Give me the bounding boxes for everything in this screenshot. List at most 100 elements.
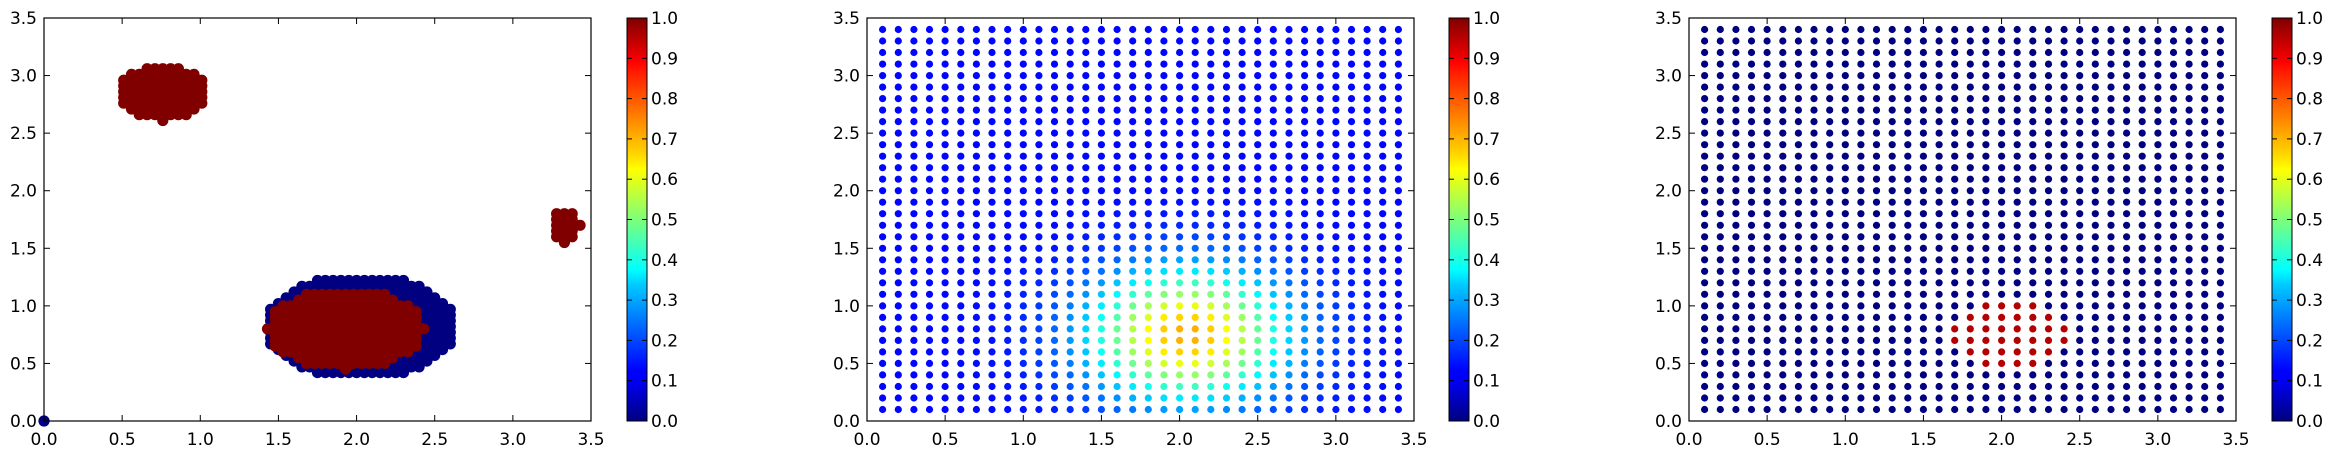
data-point — [1873, 61, 1880, 68]
data-point — [1764, 164, 1771, 171]
data-point — [2014, 314, 2021, 321]
data-point — [2092, 314, 2099, 321]
data-point — [1176, 26, 1183, 33]
data-point — [1082, 141, 1089, 148]
data-point — [1098, 130, 1105, 137]
data-point — [1795, 371, 1802, 378]
data-point — [1223, 210, 1230, 217]
data-point — [1082, 325, 1089, 332]
data-point — [1285, 84, 1292, 91]
data-point — [2139, 383, 2146, 390]
data-point — [1270, 72, 1277, 79]
data-point — [1998, 256, 2005, 263]
data-point — [2076, 107, 2083, 114]
data-point — [1160, 222, 1167, 229]
data-point — [1098, 325, 1105, 332]
data-point — [2045, 84, 2052, 91]
data-point — [2107, 245, 2114, 252]
data-point — [2092, 61, 2099, 68]
data-point — [1192, 302, 1199, 309]
data-point — [1035, 406, 1042, 413]
data-point — [418, 323, 429, 334]
data-point — [2217, 279, 2224, 286]
data-point — [1826, 199, 1833, 206]
data-point — [1348, 84, 1355, 91]
data-point — [879, 72, 886, 79]
data-point — [926, 406, 933, 413]
data-point — [1889, 394, 1896, 401]
data-point — [2045, 187, 2052, 194]
x-tick-label: 3.5 — [2222, 430, 2249, 450]
data-point — [1967, 394, 1974, 401]
data-point — [1842, 26, 1849, 33]
data-point — [2201, 325, 2208, 332]
data-point — [1207, 360, 1214, 367]
data-point — [1223, 245, 1230, 252]
data-point — [2186, 233, 2193, 240]
colorbar-tick-label: 0.9 — [2296, 49, 2323, 69]
data-point — [1160, 314, 1167, 321]
data-point — [2170, 130, 2177, 137]
data-point — [1717, 187, 1724, 194]
data-point — [1967, 187, 1974, 194]
data-point — [1176, 314, 1183, 321]
data-point — [2170, 210, 2177, 217]
data-point — [926, 95, 933, 102]
data-point — [1082, 26, 1089, 33]
data-point — [2217, 95, 2224, 102]
data-point — [2154, 337, 2161, 344]
data-point — [1717, 245, 1724, 252]
data-point — [2154, 394, 2161, 401]
data-point — [2170, 291, 2177, 298]
data-point — [957, 199, 964, 206]
data-point — [1857, 210, 1864, 217]
panel-1: 0.0 0.5 1.0 1.5 2.0 2.5 3.0 3.5 0.00.51.01.52.0… — [10, 9, 678, 450]
data-point — [957, 84, 964, 91]
data-point — [1035, 383, 1042, 390]
data-point — [1826, 394, 1833, 401]
data-point — [1020, 84, 1027, 91]
data-point — [1098, 187, 1105, 194]
data-point — [1160, 371, 1167, 378]
data-point — [1967, 118, 1974, 125]
data-point — [1020, 383, 1027, 390]
data-point — [957, 176, 964, 183]
data-point — [1020, 233, 1027, 240]
data-point — [1114, 26, 1121, 33]
data-point — [2123, 107, 2130, 114]
data-point — [1020, 153, 1027, 160]
data-point — [1285, 187, 1292, 194]
data-point — [1779, 360, 1786, 367]
data-point — [879, 222, 886, 229]
colorbar-tick-label: 0.3 — [651, 291, 678, 311]
data-point — [1020, 268, 1027, 275]
data-point — [1889, 187, 1896, 194]
data-point — [1873, 199, 1880, 206]
data-point — [1223, 84, 1230, 91]
data-point — [1936, 153, 1943, 160]
data-point — [1223, 233, 1230, 240]
data-point — [2186, 176, 2193, 183]
data-point — [988, 72, 995, 79]
data-point — [2123, 95, 2130, 102]
data-point — [1114, 256, 1121, 263]
data-point — [1936, 37, 1943, 44]
data-point — [1004, 72, 1011, 79]
data-point — [1967, 222, 1974, 229]
data-point — [1732, 302, 1739, 309]
data-point — [895, 256, 902, 263]
data-point — [1332, 256, 1339, 263]
data-point — [1082, 210, 1089, 217]
data-point — [2186, 141, 2193, 148]
data-point — [1379, 222, 1386, 229]
colorbar-tick-label: 0.4 — [651, 251, 678, 271]
data-point — [1857, 348, 1864, 355]
data-point — [1857, 245, 1864, 252]
data-point — [2092, 325, 2099, 332]
data-point — [1192, 337, 1199, 344]
data-point — [2092, 383, 2099, 390]
data-point — [2029, 337, 2036, 344]
data-point — [1332, 164, 1339, 171]
data-point — [2123, 314, 2130, 321]
data-point — [1192, 360, 1199, 367]
